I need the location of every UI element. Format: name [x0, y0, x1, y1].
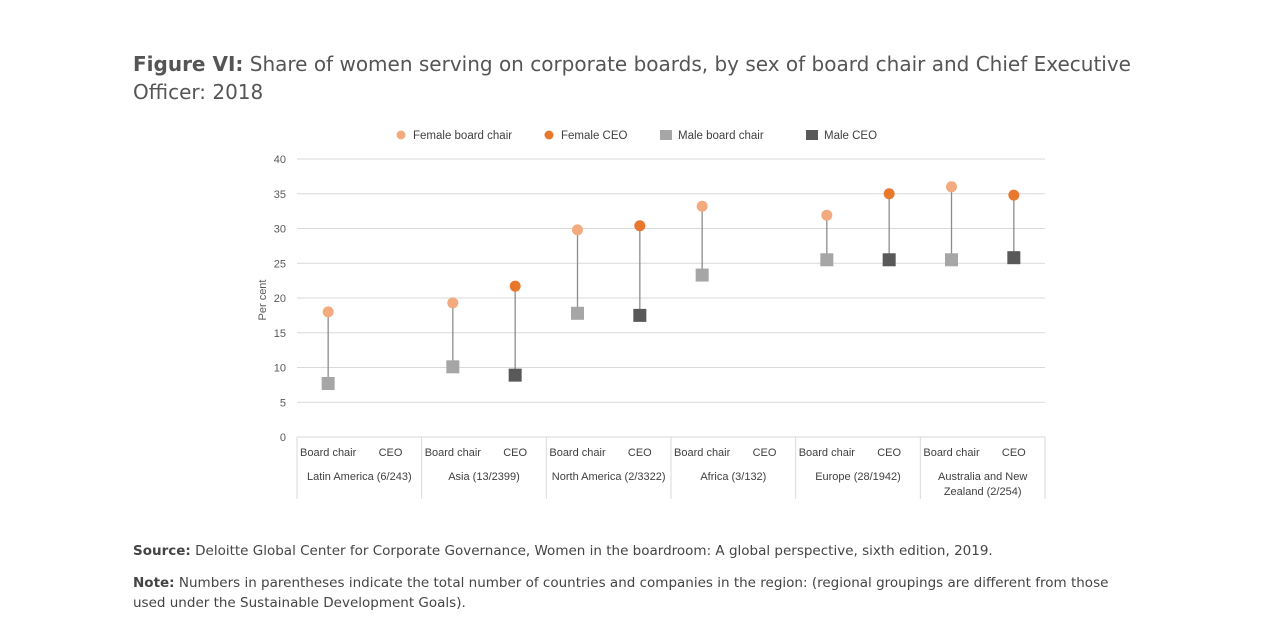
- category-tick-label: Board chair: [674, 447, 731, 459]
- legend-label: Female CEO: [561, 130, 628, 142]
- male-board-chair-point: [945, 253, 958, 267]
- female-ceo-point: [1008, 189, 1020, 201]
- category-tick-label: Board chair: [799, 447, 856, 459]
- y-tick-label: 35: [274, 189, 286, 201]
- category-group-label: North America (2/3322): [552, 471, 666, 483]
- category-group-label: Australia and New: [938, 471, 1027, 483]
- y-tick-label: 40: [274, 154, 286, 166]
- y-tick-label: 5: [280, 397, 286, 409]
- male-board-chair-point: [321, 376, 335, 390]
- y-tick-label: 10: [274, 363, 286, 375]
- y-tick-label: 20: [274, 293, 286, 305]
- female-ceo-point: [883, 188, 895, 200]
- legend-marker-1: [544, 130, 554, 140]
- y-tick-label: 0: [280, 432, 286, 444]
- category-tick-label: CEO: [628, 447, 652, 459]
- male-board-chair-point: [695, 268, 709, 282]
- legend-label: Female board chair: [413, 130, 512, 142]
- note-text: Numbers in parentheses indicate the tota…: [133, 575, 1109, 611]
- category-group-label: Europe (28/1942): [815, 471, 901, 483]
- category-group-label: Africa (3/132): [700, 471, 766, 483]
- y-axis-label: Per cent: [257, 280, 269, 321]
- male-ceo-point: [633, 308, 647, 322]
- legend-marker-3: [806, 130, 818, 140]
- legend-label: Male CEO: [824, 130, 877, 142]
- category-tick-label: Board chair: [923, 447, 980, 459]
- category-tick-label: Board chair: [300, 447, 357, 459]
- legend-marker-2: [660, 130, 672, 140]
- y-tick-label: 15: [274, 328, 286, 340]
- source-label: Source:: [133, 543, 191, 559]
- female-board-chair-point: [946, 181, 957, 193]
- male-ceo-point: [1007, 251, 1021, 265]
- female-ceo-point: [634, 220, 646, 232]
- female-board-chair-point: [696, 200, 708, 212]
- category-tick-label: CEO: [1002, 447, 1026, 459]
- female-board-chair-point: [447, 297, 459, 309]
- note-label: Note:: [133, 575, 175, 591]
- category-tick-label: Board chair: [425, 447, 482, 459]
- category-tick-label: CEO: [877, 447, 901, 459]
- male-board-chair-point: [820, 253, 834, 267]
- figure-label: Figure VI:: [133, 52, 244, 76]
- female-board-chair-point: [821, 209, 833, 221]
- male-board-chair-point: [571, 306, 584, 320]
- figure-title: Figure VI: Share of women serving on cor…: [133, 50, 1133, 106]
- source-text: Deloitte Global Center for Corporate Gov…: [190, 543, 993, 559]
- dot-plot-chart: 0 5 10 15 20 25 30 35 40 Per cent Female board cha…: [257, 130, 1046, 499]
- figure-title-text: Share of women serving on corporate boar…: [133, 52, 1131, 104]
- category-tick-label: CEO: [379, 447, 403, 459]
- explanatory-note: Note: Numbers in parentheses indicate th…: [133, 573, 1143, 613]
- category-tick-label: CEO: [503, 447, 527, 459]
- category-group-label: Asia (13/2399): [448, 471, 520, 483]
- y-tick-label: 25: [274, 258, 286, 270]
- y-tick-label: 30: [274, 224, 286, 236]
- female-board-chair-point: [322, 306, 334, 318]
- legend-label: Male board chair: [678, 130, 764, 142]
- legend-marker-0: [396, 130, 406, 140]
- female-board-chair-point: [572, 224, 583, 236]
- source-note: Source: Deloitte Global Center for Corpo…: [133, 541, 1143, 561]
- footnotes: Source: Deloitte Global Center for Corpo…: [133, 541, 1143, 625]
- category-tick-label: CEO: [753, 447, 777, 459]
- category-tick-label: Board chair: [549, 447, 606, 459]
- category-group-label: Zealand (2/254): [944, 486, 1022, 498]
- male-ceo-point: [508, 368, 522, 382]
- female-ceo-point: [509, 280, 521, 292]
- male-board-chair-point: [446, 360, 460, 374]
- category-group-label: Latin America (6/243): [307, 471, 412, 483]
- male-ceo-point: [882, 253, 896, 267]
